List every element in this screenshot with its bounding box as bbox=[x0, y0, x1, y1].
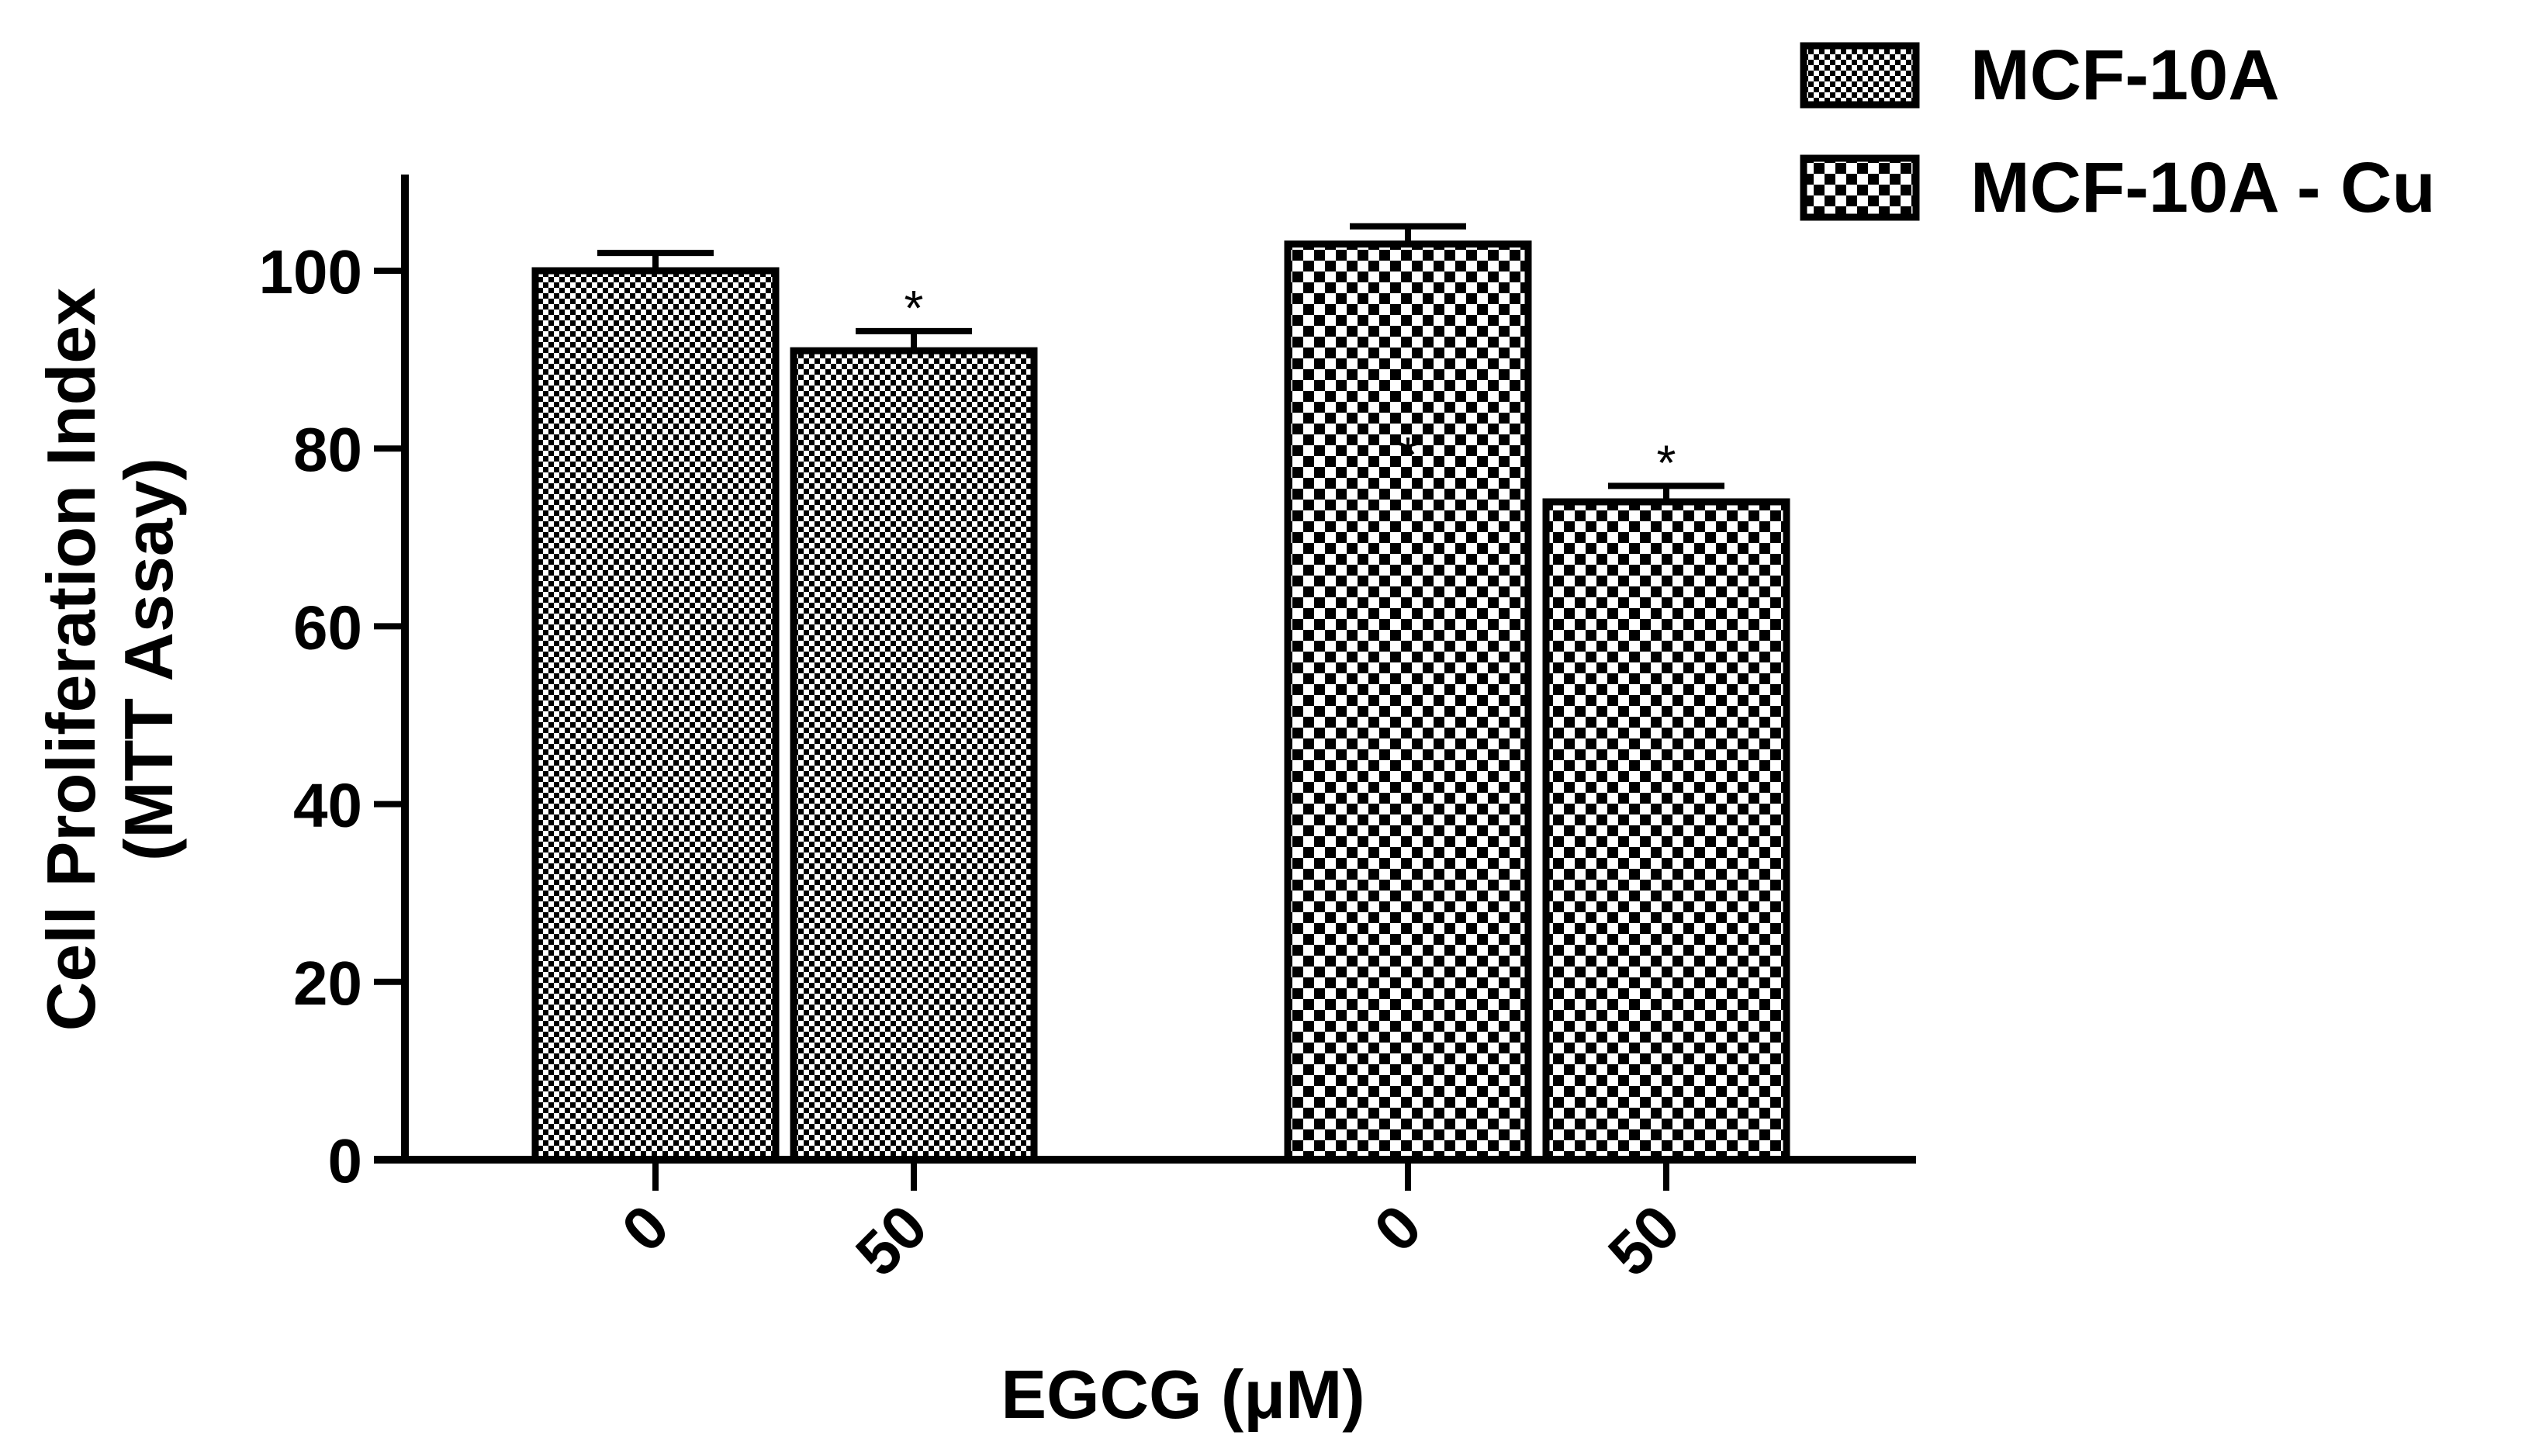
x-tick-label-1-0: 0 bbox=[609, 1191, 682, 1264]
legend-label-1: MCF-10A bbox=[1970, 36, 2280, 115]
plot-area: 0 * 50 * 0 * 50 0 20 40 60 80 100 bbox=[259, 175, 1916, 1289]
x-tick-label-2-0: 0 bbox=[1361, 1191, 1434, 1264]
y-tick-label-80: 80 bbox=[293, 415, 362, 484]
bar-1-50 bbox=[790, 347, 1038, 1164]
y-tick-label-0: 0 bbox=[328, 1126, 363, 1195]
significance-mark-2-50: * bbox=[1657, 434, 1676, 490]
y-tick-label-60: 60 bbox=[293, 593, 362, 662]
x-axis-title: EGCG (μM) bbox=[1001, 1356, 1365, 1433]
legend: MCF-10A MCF-10A - Cu bbox=[1800, 36, 2436, 227]
legend-swatch-1 bbox=[1800, 42, 1920, 109]
significance-mark-2-0: * bbox=[1399, 427, 1418, 482]
y-tick-label-100: 100 bbox=[259, 237, 362, 306]
bar-2-0 bbox=[1284, 240, 1532, 1164]
y-axis-title-line-1: Cell Proliferation Index bbox=[33, 288, 109, 1031]
bar-2-50 bbox=[1542, 498, 1790, 1164]
significance-mark-1-50: * bbox=[905, 280, 924, 336]
y-axis-title-line-2: (MTT Assay) bbox=[110, 458, 187, 861]
legend-swatch-2 bbox=[1800, 154, 1920, 221]
y-tick-label-40: 40 bbox=[293, 771, 362, 840]
bar-1-0 bbox=[531, 267, 780, 1164]
y-axis-title: Cell Proliferation Index (MTT Assay) bbox=[33, 288, 187, 1031]
y-tick-label-20: 20 bbox=[293, 949, 362, 1018]
legend-label-2: MCF-10A - Cu bbox=[1970, 148, 2436, 227]
x-tick-label-1-50: 50 bbox=[842, 1191, 940, 1289]
x-tick-label-2-50: 50 bbox=[1595, 1191, 1693, 1289]
